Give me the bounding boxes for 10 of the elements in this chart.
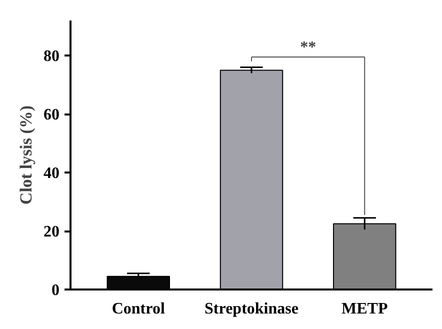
y-tick-label: 20 (44, 224, 60, 241)
x-tick-label: Streptokinase (204, 300, 298, 318)
y-tick-label: 80 (44, 48, 60, 66)
y-tick-label: 60 (44, 106, 60, 124)
x-tick-label: METP (342, 300, 388, 318)
x-tick-label: Control (112, 300, 166, 318)
y-tick-label: 40 (44, 165, 60, 182)
y-axis-title: Clot lysis (%) (16, 105, 36, 205)
annotation: ** (300, 39, 316, 56)
y-tick-label: 0 (52, 282, 60, 299)
